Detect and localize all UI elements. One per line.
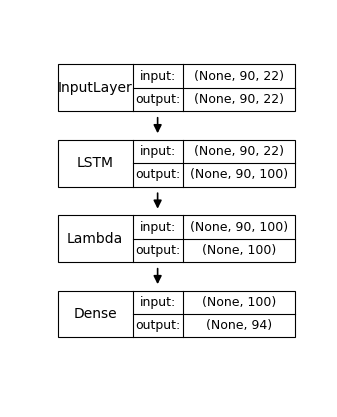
Text: (None, 100): (None, 100) [202, 244, 276, 257]
Text: input:: input: [140, 221, 176, 234]
Text: (None, 100): (None, 100) [202, 296, 276, 309]
Text: output:: output: [135, 168, 180, 181]
Bar [58, 140, 296, 186]
Text: output:: output: [135, 244, 180, 257]
Text: (None, 90, 100): (None, 90, 100) [190, 221, 288, 234]
Text: input:: input: [140, 70, 176, 83]
Text: InputLayer: InputLayer [58, 81, 132, 95]
Bar [58, 65, 296, 111]
Text: LSTM: LSTM [77, 156, 114, 170]
Text: Dense: Dense [73, 307, 117, 321]
Bar [58, 216, 296, 262]
Text: (None, 90, 22): (None, 90, 22) [194, 93, 284, 106]
Text: input:: input: [140, 296, 176, 309]
Text: output:: output: [135, 319, 180, 332]
Text: (None, 90, 100): (None, 90, 100) [190, 168, 288, 181]
Text: output:: output: [135, 93, 180, 106]
Text: (None, 90, 22): (None, 90, 22) [194, 70, 284, 83]
Text: (None, 90, 22): (None, 90, 22) [194, 145, 284, 158]
Text: Lambda: Lambda [67, 232, 123, 246]
Text: (None, 94): (None, 94) [206, 319, 272, 332]
Text: input:: input: [140, 145, 176, 158]
Bar [58, 291, 296, 337]
